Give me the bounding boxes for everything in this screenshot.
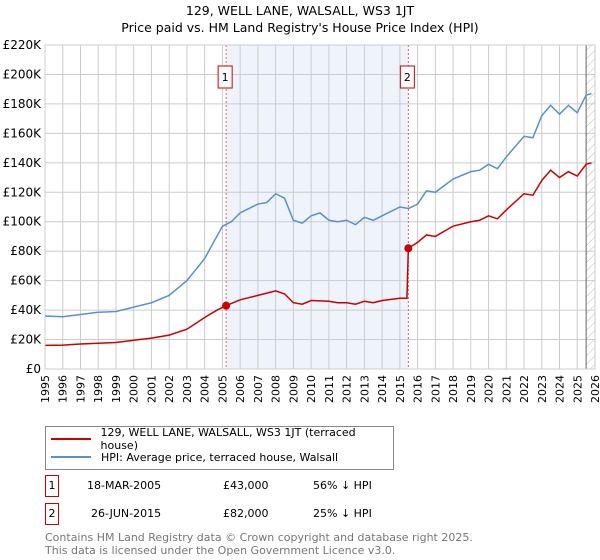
x-tick-label: 1995 <box>39 375 52 403</box>
sale-label: 1 <box>222 71 229 84</box>
x-tick-label: 2004 <box>199 375 212 403</box>
legend-label: 129, WELL LANE, WALSALL, WS3 1JT (terrac… <box>100 426 356 452</box>
sale-date: 18-MAR-2005 <box>87 479 162 492</box>
footer-line-2: This data is licensed under the Open Gov… <box>45 544 396 557</box>
y-tick-label: £220K <box>3 38 43 52</box>
x-tick-label: 1996 <box>57 375 70 403</box>
x-tick-label: 2025 <box>571 375 584 403</box>
forecast-hatch <box>586 45 595 369</box>
x-tick-label: 2000 <box>128 375 141 403</box>
x-tick-label: 1997 <box>74 375 87 403</box>
x-tick-label: 2026 <box>589 375 600 403</box>
x-tick-label: 2017 <box>429 375 442 403</box>
x-tick-label: 2019 <box>465 375 478 403</box>
y-tick-label: £180K <box>3 97 43 111</box>
x-tick-label: 2001 <box>145 375 158 403</box>
x-tick-label: 2020 <box>483 375 496 403</box>
x-tick-label: 2014 <box>376 375 389 403</box>
x-tick-label: 2007 <box>252 375 265 403</box>
y-tick-label: £0 <box>26 362 41 376</box>
y-tick-label: £40K <box>10 303 42 317</box>
x-tick-label: 2011 <box>323 375 336 403</box>
footer-line-1: Contains HM Land Registry data © Crown c… <box>45 531 473 544</box>
sale-date: 26-JUN-2015 <box>91 507 162 520</box>
sale-badge: 1 <box>45 475 59 497</box>
legend-item-property: 129, WELL LANE, WALSALL, WS3 1JT (terrac… <box>46 426 393 452</box>
x-tick-label: 2018 <box>447 375 460 403</box>
x-tick-label: 1998 <box>92 375 105 403</box>
plot-border <box>44 44 596 370</box>
sale-badge: 2 <box>45 503 59 525</box>
sale-point <box>222 301 231 310</box>
sale-point <box>404 244 413 253</box>
shaded-period <box>226 45 409 369</box>
footer: Contains HM Land Registry data © Crown c… <box>45 531 473 557</box>
x-tick-label: 2015 <box>394 375 407 403</box>
sale-hpi-diff: 56% ↓ HPI <box>313 479 372 492</box>
legend-swatch-red <box>51 438 91 440</box>
sale-label: 2 <box>404 71 411 84</box>
sale-label-box <box>399 65 415 89</box>
sale-row: 2 26-JUN-2015 £82,000 25% ↓ HPI <box>45 503 545 525</box>
sale-row: 1 18-MAR-2005 £43,000 56% ↓ HPI <box>45 475 545 497</box>
sale-hpi-diff: 25% ↓ HPI <box>313 507 372 520</box>
x-tick-label: 2002 <box>163 375 176 403</box>
y-tick-label: £160K <box>3 126 43 140</box>
x-tick-label: 2016 <box>412 375 425 403</box>
x-tick-label: 2013 <box>358 375 371 403</box>
y-tick-label: £120K <box>3 185 43 199</box>
chart-subtitle: Price paid vs. HM Land Registry's House … <box>121 20 479 35</box>
y-tick-label: £140K <box>3 156 43 170</box>
x-tick-label: 2024 <box>554 375 567 403</box>
series-line <box>44 162 592 347</box>
legend-swatch-blue <box>51 456 91 458</box>
sale-label-box <box>217 65 233 89</box>
x-tick-label: 2005 <box>216 375 229 403</box>
chart-title: 129, WELL LANE, WALSALL, WS3 1JT <box>185 3 415 18</box>
y-tick-label: £100K <box>3 215 43 229</box>
plot-area: 1995 1996 1997 1998 1999 2000 2001 2002 2003 2004… <box>3 38 600 403</box>
legend: 129, WELL LANE, WALSALL, WS3 1JT (terrac… <box>45 426 394 470</box>
x-tick-label: 2012 <box>341 375 354 403</box>
y-tick-label: £80K <box>10 244 42 258</box>
x-tick-label: 2009 <box>287 375 300 403</box>
x-tick-label: 2003 <box>181 375 194 403</box>
x-tick-label: 2008 <box>270 375 283 403</box>
x-tick-label: 2006 <box>234 375 247 403</box>
y-tick-label: £200K <box>3 67 43 81</box>
x-tick-label: 1999 <box>110 375 123 403</box>
y-tick-label: £60K <box>10 274 42 288</box>
x-tick-label: 2010 <box>305 375 318 403</box>
series-line <box>44 92 592 318</box>
sale-price: £82,000 <box>223 507 269 520</box>
x-tick-label: 2022 <box>518 375 531 403</box>
sale-price: £43,000 <box>223 479 269 492</box>
legend-label: HPI: Average price, terraced house, Wals… <box>101 450 339 464</box>
legend-item-hpi: HPI: Average price, terraced house, Wals… <box>46 448 338 466</box>
x-tick-label: 2023 <box>536 375 549 403</box>
y-tick-label: £20K <box>10 333 42 347</box>
x-tick-label: 2021 <box>500 375 513 403</box>
